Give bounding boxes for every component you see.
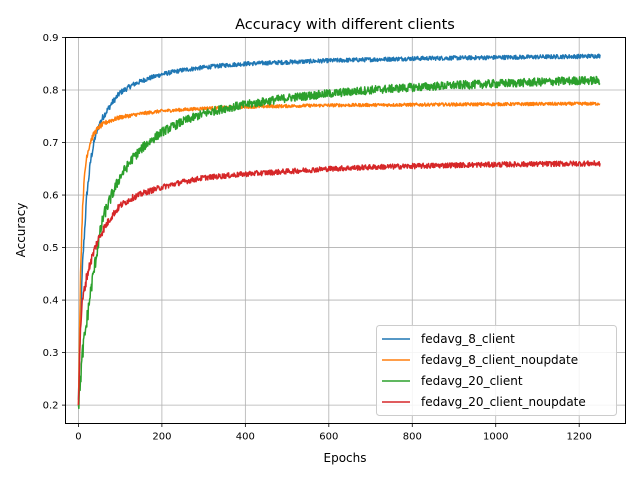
y-tick-label: 0.9 (43, 33, 59, 44)
y-tick-label: 0.4 (43, 296, 59, 307)
y-tick-label: 0.2 (43, 401, 59, 412)
chart-title: Accuracy with different clients (235, 17, 455, 33)
x-tick-label: 600 (319, 432, 338, 443)
legend-label: fedavg_8_client_noupdate (421, 353, 578, 367)
y-tick-label: 0.6 (43, 191, 59, 202)
x-tick-label: 1000 (483, 432, 508, 443)
legend-label: fedavg_20_client (421, 374, 523, 388)
legend: fedavg_8_client fedavg_8_client_noupdatef… (376, 325, 617, 416)
y-tick-label: 0.7 (43, 138, 59, 149)
x-tick-label: 400 (236, 432, 255, 443)
x-tick-label: 200 (152, 432, 171, 443)
legend-box (376, 325, 617, 416)
x-tick-label: 0 (75, 432, 81, 443)
series-line-fedavg_20_client_noupdate (77, 160, 601, 406)
legend-label: fedavg_8_client (421, 332, 515, 346)
y-axis-label: Accuracy (14, 203, 28, 258)
series-lines (77, 53, 601, 410)
legend-label: fedavg_20_client_noupdate (421, 395, 586, 409)
series-line-fedavg_20_client (77, 75, 601, 410)
x-axis-ticks: 0 200 400 600 800 1000 1200 (75, 423, 592, 443)
x-axis-label: Epochs (324, 451, 367, 465)
y-tick-label: 0.5 (43, 243, 59, 254)
y-tick-label: 0.8 (43, 86, 59, 97)
y-axis-ticks: 0.2 0.3 0.4 0.5 0.6 0.7 0.8 0.9 (43, 33, 66, 412)
x-tick-label: 1200 (566, 432, 591, 443)
y-tick-label: 0.3 (43, 348, 59, 359)
x-tick-label: 800 (403, 432, 422, 443)
series-line-fedavg_8_client_noupdate (77, 101, 601, 406)
plot-frame (65, 37, 626, 424)
series-line-fedavg_8_client (77, 53, 601, 400)
